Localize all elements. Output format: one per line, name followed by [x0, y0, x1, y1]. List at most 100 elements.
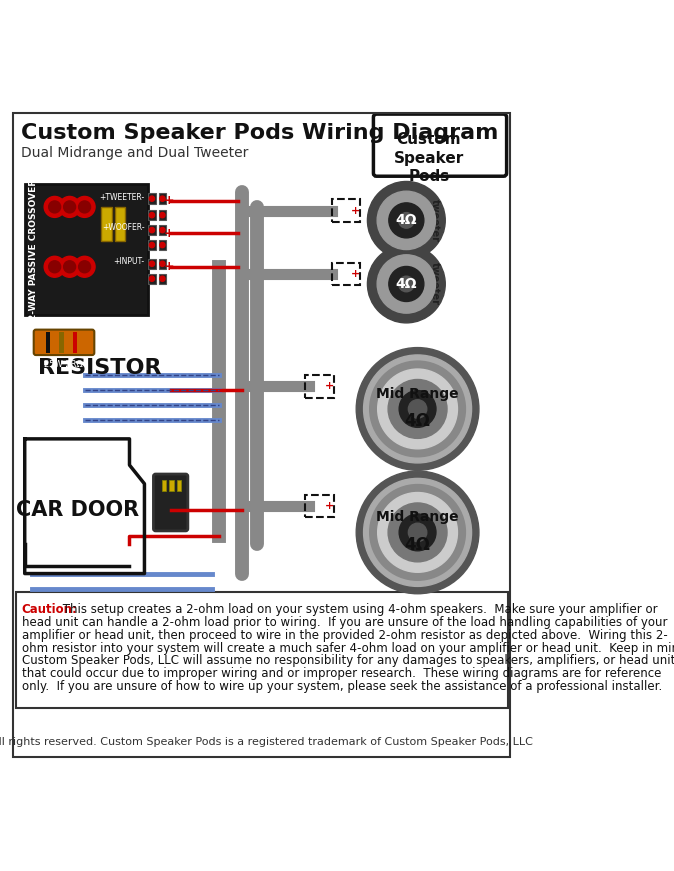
Text: head unit can handle a 2-ohm load prior to wiring.  If you are unsure of the loa: head unit can handle a 2-ohm load prior … [22, 616, 667, 629]
Text: +TWEETER-: +TWEETER- [99, 193, 144, 202]
FancyBboxPatch shape [148, 225, 156, 235]
Circle shape [160, 227, 165, 233]
Circle shape [160, 196, 165, 201]
FancyBboxPatch shape [158, 210, 166, 220]
Text: tweeter: tweeter [430, 199, 439, 242]
Text: 4Ω: 4Ω [404, 536, 431, 554]
Text: Custom Speaker Pods, LLC will assume no responsibility for any damages to speake: Custom Speaker Pods, LLC will assume no … [22, 654, 674, 667]
Circle shape [389, 267, 424, 301]
Circle shape [63, 260, 75, 273]
Circle shape [63, 201, 75, 213]
FancyBboxPatch shape [34, 329, 94, 355]
FancyBboxPatch shape [115, 207, 125, 240]
Circle shape [370, 484, 466, 580]
Text: All rights reserved. Custom Speaker Pods is a registered trademark of Custom Spe: All rights reserved. Custom Speaker Pods… [0, 737, 533, 747]
FancyBboxPatch shape [59, 332, 63, 353]
Text: amplifier or head unit, then proceed to wire in the provided 2-ohm resistor as d: amplifier or head unit, then proceed to … [22, 629, 667, 642]
Circle shape [150, 213, 154, 218]
FancyBboxPatch shape [158, 240, 166, 250]
Text: +: + [325, 501, 334, 511]
Text: Custom
Speaker
Pods: Custom Speaker Pods [394, 132, 464, 185]
Circle shape [150, 261, 154, 267]
FancyBboxPatch shape [101, 207, 111, 240]
Circle shape [370, 361, 466, 456]
Text: This setup creates a 2-ohm load on your system using 4-ohm speakers.  Make sure : This setup creates a 2-ohm load on your … [59, 604, 658, 617]
Circle shape [150, 242, 154, 247]
Circle shape [150, 227, 154, 233]
Circle shape [388, 503, 447, 562]
FancyBboxPatch shape [73, 332, 77, 353]
FancyBboxPatch shape [148, 273, 156, 284]
Circle shape [377, 492, 458, 572]
Circle shape [367, 245, 446, 323]
Circle shape [160, 261, 165, 267]
Circle shape [160, 242, 165, 247]
Text: +INPUT-: +INPUT- [113, 257, 144, 266]
Text: +: + [164, 260, 175, 273]
FancyBboxPatch shape [373, 114, 507, 176]
Circle shape [74, 256, 95, 277]
Text: that could occur due to improper wiring and or improper research.  These wiring : that could occur due to improper wiring … [22, 667, 661, 680]
FancyBboxPatch shape [158, 225, 166, 235]
Text: RESISTOR: RESISTOR [38, 358, 161, 378]
Circle shape [408, 523, 427, 542]
Circle shape [398, 276, 414, 292]
Text: CAR DOOR: CAR DOOR [16, 500, 139, 520]
Circle shape [388, 380, 447, 438]
FancyBboxPatch shape [154, 474, 188, 531]
Circle shape [363, 355, 472, 463]
FancyBboxPatch shape [177, 480, 181, 491]
Text: only.  If you are unsure of how to wire up your system, please seek the assistan: only. If you are unsure of how to wire u… [22, 679, 662, 692]
Circle shape [150, 196, 154, 201]
Circle shape [79, 260, 90, 273]
Circle shape [160, 276, 165, 281]
Text: +: + [164, 194, 175, 207]
FancyBboxPatch shape [148, 259, 156, 269]
FancyBboxPatch shape [148, 210, 156, 220]
FancyBboxPatch shape [148, 193, 156, 204]
Circle shape [59, 197, 80, 218]
Circle shape [49, 201, 61, 213]
Circle shape [59, 256, 80, 277]
FancyBboxPatch shape [169, 480, 174, 491]
Circle shape [398, 213, 414, 228]
Circle shape [49, 260, 61, 273]
Text: Mid Range: Mid Range [376, 387, 459, 401]
Text: 4Ω: 4Ω [404, 412, 431, 430]
Circle shape [408, 400, 427, 418]
Circle shape [377, 369, 458, 449]
Text: +: + [164, 226, 175, 240]
Text: Custom Speaker Pods Wiring Diagram: Custom Speaker Pods Wiring Diagram [21, 123, 498, 143]
FancyBboxPatch shape [148, 240, 156, 250]
Circle shape [79, 201, 90, 213]
FancyBboxPatch shape [158, 193, 166, 204]
Text: ohm resistor into your system will create a much safer 4-ohm load on your amplif: ohm resistor into your system will creat… [22, 642, 674, 655]
Text: Caution:: Caution: [22, 604, 78, 617]
Circle shape [357, 348, 479, 470]
Circle shape [399, 390, 436, 428]
Circle shape [377, 255, 435, 314]
Circle shape [44, 197, 65, 218]
FancyBboxPatch shape [16, 592, 508, 708]
Circle shape [377, 192, 435, 250]
Circle shape [389, 203, 424, 238]
Circle shape [363, 478, 472, 586]
Text: Dual Midrange and Dual Tweeter: Dual Midrange and Dual Tweeter [21, 145, 248, 159]
FancyBboxPatch shape [158, 259, 166, 269]
FancyBboxPatch shape [25, 185, 148, 315]
Text: +: + [351, 269, 360, 280]
Circle shape [357, 471, 479, 594]
Circle shape [367, 181, 446, 260]
Text: +: + [325, 381, 334, 391]
FancyBboxPatch shape [46, 332, 50, 353]
FancyBboxPatch shape [162, 480, 166, 491]
Circle shape [160, 213, 165, 218]
Text: +WOOFER-: +WOOFER- [102, 223, 144, 233]
Text: 25W 2RΩ: 25W 2RΩ [44, 360, 83, 368]
Circle shape [399, 514, 436, 550]
FancyBboxPatch shape [158, 273, 166, 284]
Text: 4Ω: 4Ω [396, 213, 417, 227]
Circle shape [44, 256, 65, 277]
Text: +: + [351, 206, 360, 216]
Text: Mid Range: Mid Range [376, 510, 459, 524]
